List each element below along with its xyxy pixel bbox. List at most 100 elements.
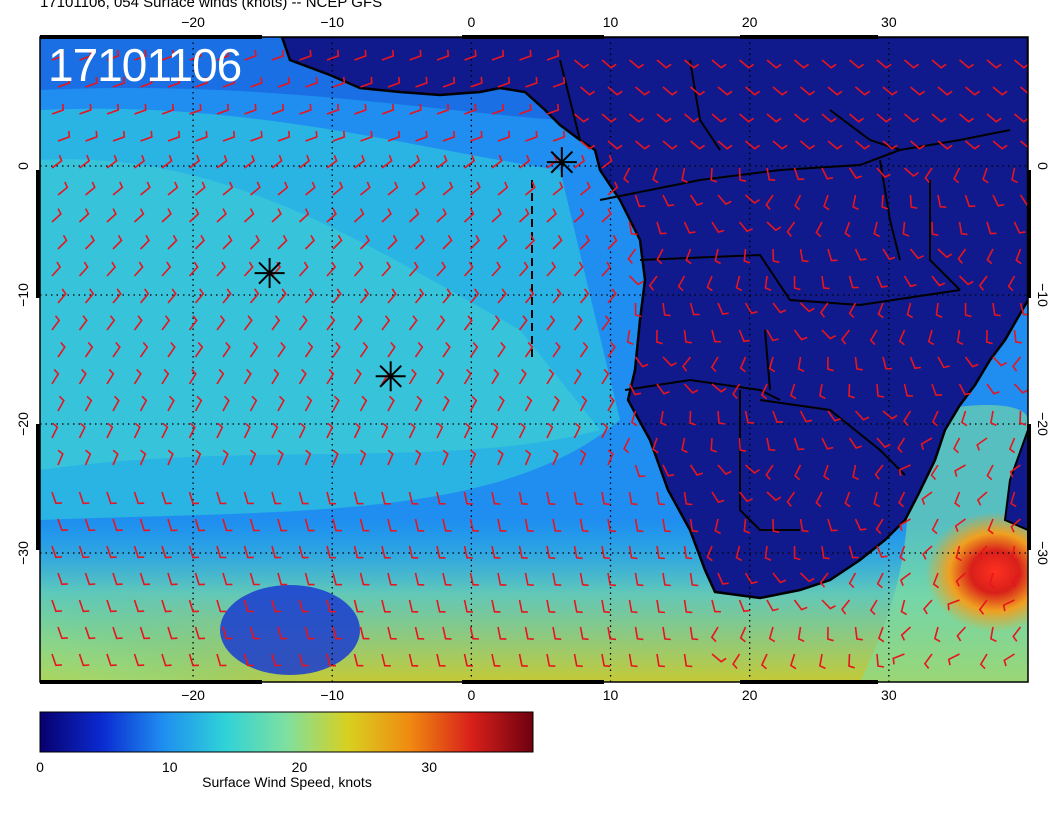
wind-barb (139, 181, 151, 196)
wind-barb (875, 518, 884, 535)
wind-barb (743, 518, 751, 534)
wind-barb (524, 518, 534, 532)
wind-barb (797, 626, 805, 643)
wind-barb (332, 395, 340, 412)
wind-barb (873, 221, 880, 238)
wind-barb (332, 518, 343, 532)
wind-barb (922, 599, 933, 615)
wind-barb (711, 599, 721, 613)
wind-barb (469, 395, 478, 412)
wind-barb (933, 626, 941, 643)
wind-barb (964, 140, 981, 150)
wind-barb (161, 315, 171, 331)
wind-barb (931, 518, 939, 535)
colorbar-tick-label: 0 (36, 759, 44, 775)
wind-barb (249, 395, 258, 412)
wind-barb (298, 545, 309, 559)
wind-barb (953, 437, 961, 454)
wind-barb (161, 368, 170, 385)
wind-barb (683, 545, 693, 560)
wind-barb (298, 491, 309, 505)
wind-barb (277, 626, 288, 640)
wind-barb (222, 288, 232, 304)
wind-barb (84, 181, 96, 196)
wind-barb (140, 130, 153, 142)
wind-barb (112, 234, 123, 250)
wind-barb (552, 449, 559, 466)
wind-barb (167, 395, 175, 412)
wind-barb (922, 545, 933, 560)
wind-barb (909, 140, 926, 150)
wind-barb (601, 208, 612, 223)
wind-barb (954, 464, 966, 477)
wind-barb (882, 86, 898, 96)
wind-barb (57, 76, 71, 88)
wind-barb (573, 422, 581, 439)
wind-barb (546, 49, 560, 61)
wind-barb (947, 653, 960, 666)
wind-barb (1013, 383, 1028, 394)
wind-barb (271, 653, 282, 667)
wind-barb (463, 208, 475, 223)
wind-barb (982, 167, 989, 184)
wind-barb (359, 449, 367, 466)
wind-barb (518, 261, 529, 277)
wind-barb (634, 626, 644, 641)
wind-barb (689, 86, 706, 96)
wind-barb (271, 545, 282, 559)
wind-barb (491, 208, 502, 223)
wind-barb (579, 86, 596, 96)
wind-barb (332, 76, 346, 88)
wind-barb (992, 194, 1005, 207)
wind-barb (898, 329, 906, 346)
wind-barb (683, 113, 700, 123)
wind-barb (470, 76, 483, 88)
wind-barb (794, 194, 802, 211)
wind-barb (414, 449, 422, 466)
wind-barb (634, 140, 651, 150)
wind-barb (552, 234, 563, 250)
wind-barb (976, 491, 988, 506)
trade-wind-band (40, 108, 620, 520)
wind-barb (656, 221, 667, 235)
colorbar (39, 711, 534, 753)
wind-barb (819, 302, 829, 318)
wind-barb (216, 103, 230, 115)
wind-barb (552, 341, 561, 358)
wind-barb (793, 275, 801, 291)
wind-barb (601, 113, 617, 123)
wind-barb (332, 288, 342, 304)
wind-barb (112, 449, 119, 466)
wind-barb (1013, 113, 1028, 123)
lon-tick-label: 30 (881, 14, 897, 30)
wind-barb (601, 154, 613, 169)
wind-barb (958, 383, 972, 396)
wind-barb (848, 383, 855, 399)
wind-barb (387, 572, 397, 586)
wind-barb (546, 103, 560, 115)
wind-barb (51, 49, 65, 61)
wind-barb (518, 545, 528, 559)
wind-barb (78, 315, 88, 331)
wind-barb (735, 275, 743, 292)
wind-barb (738, 221, 753, 233)
wind-barb (607, 181, 619, 196)
wind-barb (717, 140, 733, 150)
wind-barb (1010, 491, 1017, 508)
wind-barb (628, 221, 638, 236)
wind-barb (844, 491, 851, 508)
wind-barb (628, 599, 638, 614)
wind-barb (84, 234, 95, 250)
wind-barb (133, 491, 145, 505)
wind-barb (167, 234, 178, 250)
wind-barb (106, 315, 116, 331)
wind-barb (194, 626, 206, 640)
wind-barb (216, 368, 225, 385)
wind-barb (656, 491, 665, 506)
wind-barb (134, 103, 147, 115)
wind-barb (954, 491, 961, 508)
wind-barb (84, 518, 96, 532)
wind-barb (243, 261, 254, 277)
wind-barb (332, 572, 343, 586)
wind-barb (216, 545, 227, 559)
